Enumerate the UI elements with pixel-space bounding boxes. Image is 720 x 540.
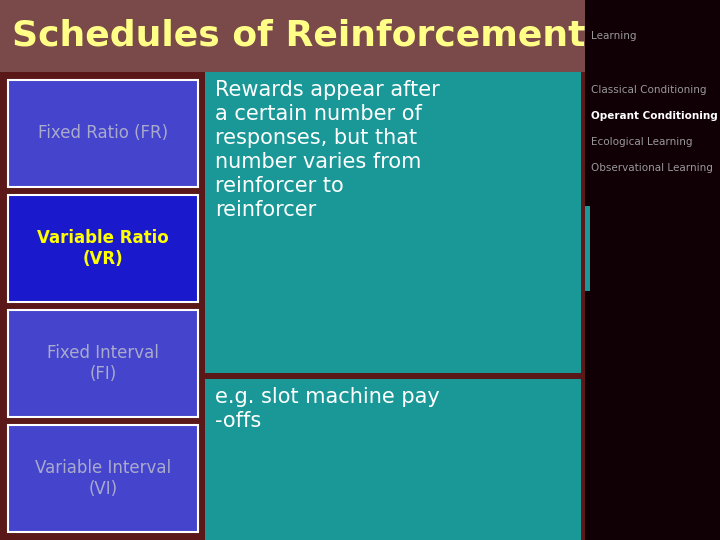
Text: Observational Learning: Observational Learning bbox=[591, 163, 713, 173]
FancyBboxPatch shape bbox=[585, 0, 720, 540]
Text: Variable Interval
(VI): Variable Interval (VI) bbox=[35, 459, 171, 498]
Text: Rewards appear after
a certain number of
responses, but that
number varies from
: Rewards appear after a certain number of… bbox=[215, 80, 440, 220]
FancyBboxPatch shape bbox=[585, 206, 590, 291]
FancyBboxPatch shape bbox=[8, 195, 198, 302]
Text: Fixed Ratio (FR): Fixed Ratio (FR) bbox=[38, 125, 168, 143]
Text: Ecological Learning: Ecological Learning bbox=[591, 137, 693, 147]
Text: Operant Conditioning: Operant Conditioning bbox=[591, 111, 718, 121]
FancyBboxPatch shape bbox=[8, 80, 198, 187]
Text: Classical Conditioning: Classical Conditioning bbox=[591, 85, 706, 95]
Text: Variable Ratio
(VR): Variable Ratio (VR) bbox=[37, 229, 169, 268]
FancyBboxPatch shape bbox=[8, 310, 198, 417]
FancyBboxPatch shape bbox=[0, 0, 585, 72]
FancyBboxPatch shape bbox=[205, 72, 581, 373]
Text: e.g. slot machine pay
-offs: e.g. slot machine pay -offs bbox=[215, 387, 440, 431]
Text: Learning: Learning bbox=[591, 31, 636, 41]
FancyBboxPatch shape bbox=[8, 425, 198, 532]
Text: Fixed Interval
(FI): Fixed Interval (FI) bbox=[47, 344, 159, 383]
FancyBboxPatch shape bbox=[205, 379, 581, 540]
Text: Schedules of Reinforcement: Schedules of Reinforcement bbox=[12, 19, 585, 53]
